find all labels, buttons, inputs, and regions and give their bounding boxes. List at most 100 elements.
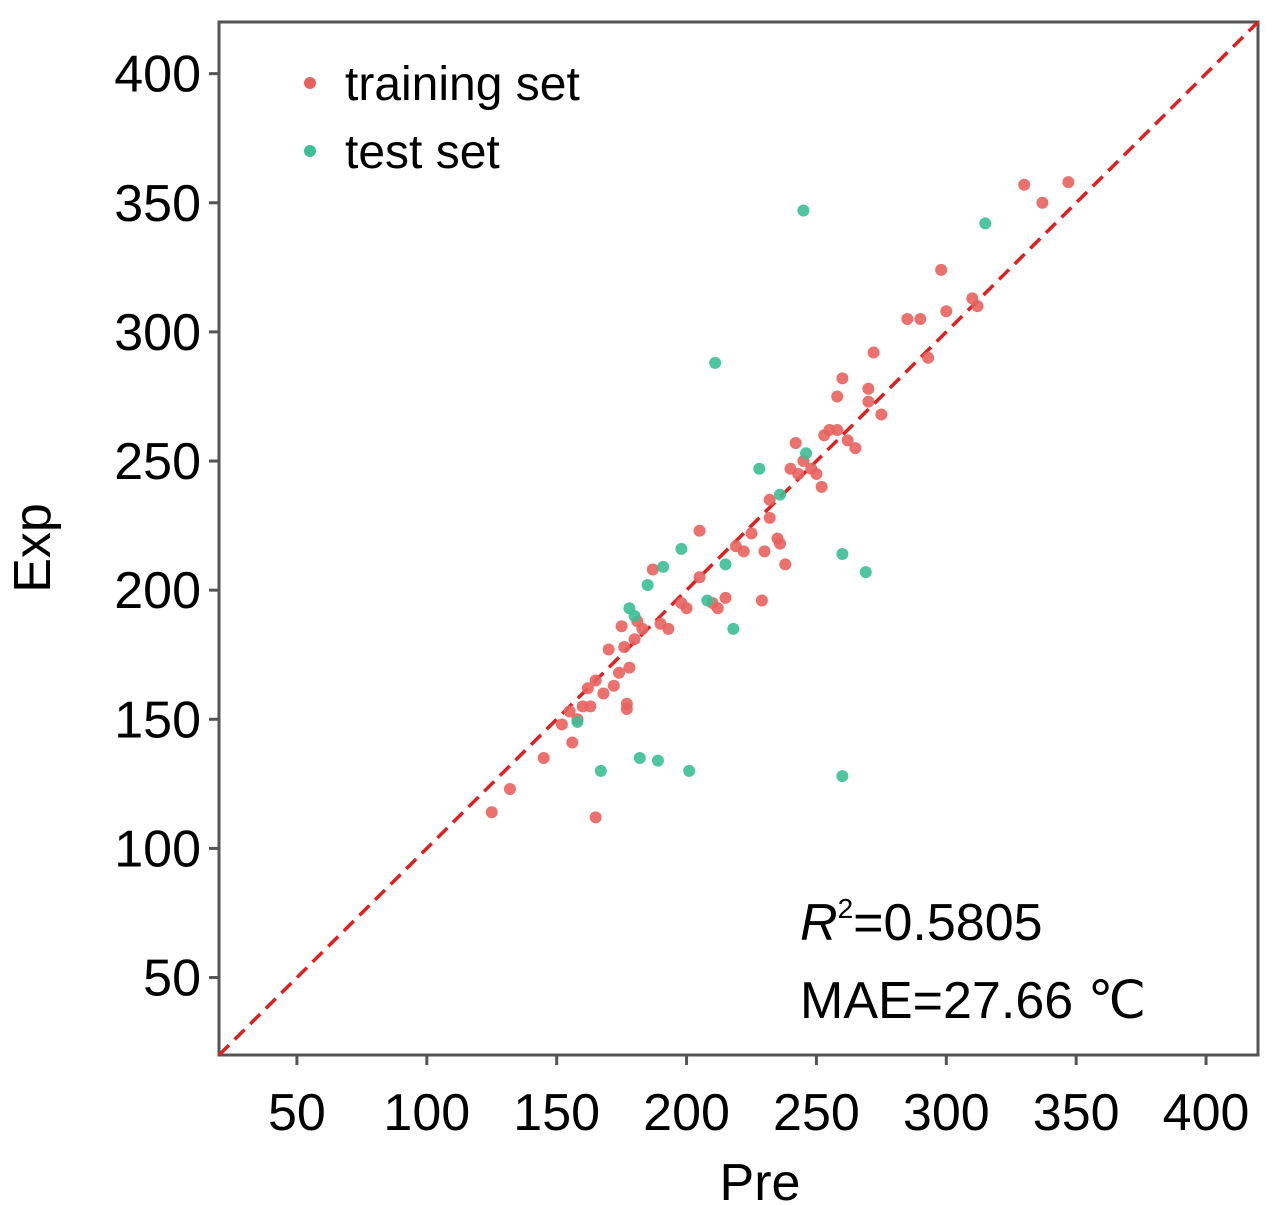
training-set-point [566, 736, 579, 749]
training-set-point [836, 372, 849, 385]
training-set-point [597, 687, 610, 700]
y-tick-label: 100 [114, 820, 201, 878]
training-set-point [693, 571, 706, 584]
x-tick-label: 250 [773, 1084, 860, 1142]
test-set-point [657, 560, 670, 573]
training-set-point [1018, 178, 1031, 191]
training-set-point [971, 300, 984, 313]
training-set-point [584, 700, 597, 713]
test-set-point [753, 462, 766, 475]
training-set-point [563, 705, 576, 718]
training-set-point [867, 346, 880, 359]
training-set-point [581, 682, 594, 695]
r-squared-value: =0.5805 [853, 894, 1042, 952]
test-set-point [836, 547, 849, 560]
x-axis-title: Pre [720, 1154, 801, 1205]
training-set-point [1036, 196, 1049, 209]
training-set-point [646, 563, 659, 576]
mae-annotation: MAE=27.66 ℃ [800, 972, 1146, 1030]
training-set-point [618, 640, 631, 653]
training-set-point [914, 312, 927, 325]
training-set-point [841, 434, 854, 447]
test-set-point [727, 622, 740, 635]
training-set-point [503, 783, 516, 796]
training-set-point [485, 806, 498, 819]
test-set-point [979, 217, 992, 230]
test-set-point [800, 447, 813, 460]
training-set-point [628, 633, 641, 646]
training-set-point [862, 382, 875, 395]
training-set-point [758, 545, 771, 558]
training-set-point [711, 602, 724, 615]
x-tick-label: 100 [383, 1084, 470, 1142]
training-set-point [537, 752, 550, 765]
test-set-point [774, 488, 787, 501]
training-set-point [940, 305, 953, 318]
y-axis-ticks: 50 100 150 200 250 300 350 400 [114, 46, 219, 1008]
y-tick-label: 200 [114, 562, 201, 620]
test-set-point [675, 542, 688, 555]
training-set-point [636, 622, 649, 635]
test-set-point [594, 764, 607, 777]
legend-marker-training-set [304, 77, 316, 89]
legend: training set test set [304, 58, 580, 179]
training-set-point [615, 620, 628, 633]
y-tick-label: 50 [143, 950, 201, 1008]
y-axis-title: Exp [4, 503, 62, 593]
test-set-point [701, 594, 714, 607]
training-set-point [1062, 176, 1075, 189]
training-set-point [589, 674, 602, 687]
test-set-point [836, 770, 849, 783]
legend-label-training-set: training set [345, 58, 580, 111]
training-set-point [831, 424, 844, 437]
training-set-point [922, 351, 935, 364]
test-set-point [641, 578, 654, 591]
y-tick-label: 300 [114, 304, 201, 362]
legend-marker-test-set [304, 145, 316, 157]
training-set-point [680, 602, 693, 615]
test-set-point [719, 558, 732, 571]
training-set-point [789, 436, 802, 449]
training-set-point [763, 511, 776, 524]
training-set-point [935, 263, 948, 276]
training-set-point [763, 493, 776, 506]
training-set-point [755, 594, 768, 607]
test-set-point [709, 356, 722, 369]
legend-label-test-set: test set [345, 126, 500, 179]
r-squared-symbol: R [800, 894, 838, 952]
r-squared-annotation: R2=0.5805 [800, 893, 1043, 952]
test-set-point [571, 715, 584, 728]
test-set-point [683, 764, 696, 777]
y-tick-label: 150 [114, 691, 201, 749]
y-tick-label: 350 [114, 175, 201, 233]
test-set-point [651, 754, 664, 767]
training-set-point [875, 408, 888, 421]
training-set-point [901, 312, 914, 325]
training-set-point [849, 442, 862, 455]
test-set-point [633, 752, 646, 765]
training-set-point [623, 661, 636, 674]
training-set-point [810, 467, 823, 480]
training-set-point [774, 537, 787, 550]
training-set-point [779, 558, 792, 571]
training-set-point [815, 480, 828, 493]
x-axis-ticks: 50 100 150 200 250 300 350 400 [268, 1055, 1249, 1142]
test-set-point [859, 566, 872, 579]
x-tick-label: 400 [1163, 1084, 1250, 1142]
training-set-point [737, 545, 750, 558]
training-set-point [602, 643, 615, 656]
y-tick-label: 400 [114, 46, 201, 104]
training-set-point [620, 702, 633, 715]
training-set-point [555, 718, 568, 731]
training-set-point [607, 679, 620, 692]
x-tick-label: 350 [1033, 1084, 1120, 1142]
stats-annotation: R2=0.5805 MAE=27.66 ℃ [800, 893, 1146, 1030]
training-set-point [792, 467, 805, 480]
y-tick-label: 250 [114, 433, 201, 491]
training-set-point [589, 811, 602, 824]
training-set-point [613, 666, 626, 679]
training-set-point [693, 524, 706, 537]
x-tick-label: 300 [903, 1084, 990, 1142]
test-set-point [797, 204, 810, 217]
